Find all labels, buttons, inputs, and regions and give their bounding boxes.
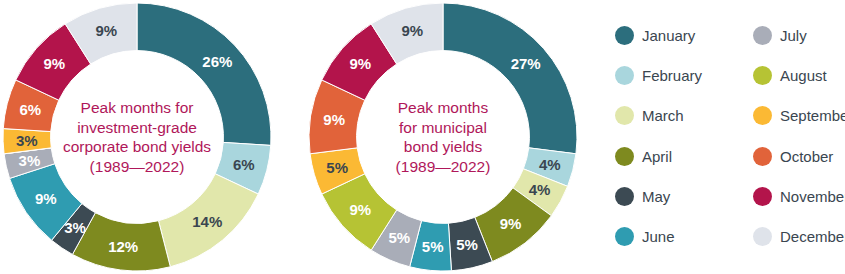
- html-text:May: May: [642, 187, 671, 205]
- svg-text:26%: 26%: [202, 53, 232, 70]
- svg-text:5%: 5%: [456, 236, 478, 253]
- svg-text:3%: 3%: [64, 219, 86, 236]
- svg-text:9%: 9%: [95, 22, 117, 39]
- svg-text:12%: 12%: [108, 238, 138, 255]
- svg-text:9%: 9%: [349, 201, 371, 218]
- svg-text:9%: 9%: [500, 215, 522, 232]
- svg-text:14%: 14%: [192, 213, 222, 230]
- html-text:February: February: [642, 67, 702, 85]
- html-text:April: April: [642, 147, 672, 165]
- html-text:January: January: [642, 27, 696, 44]
- html-text:August: August: [780, 67, 827, 85]
- html-text:June: June: [642, 228, 675, 245]
- svg-text:Peak months forinvestment-grad: Peak months forinvestment-gradecorporate…: [63, 99, 211, 175]
- html-text:March: March: [642, 107, 684, 125]
- html-text:July: July: [780, 27, 807, 44]
- svg-text:3%: 3%: [19, 152, 41, 169]
- svg-text:6%: 6%: [233, 156, 255, 173]
- svg-text:9%: 9%: [401, 22, 423, 39]
- svg-text:9%: 9%: [43, 55, 65, 72]
- svg-text:5%: 5%: [422, 238, 444, 255]
- svg-text:6%: 6%: [19, 101, 41, 118]
- svg-text:5%: 5%: [326, 159, 348, 176]
- svg-text:9%: 9%: [35, 190, 57, 207]
- html-text:October: October: [780, 147, 834, 165]
- svg-text:9%: 9%: [323, 111, 345, 128]
- svg-text:5%: 5%: [388, 229, 410, 246]
- svg-text:4%: 4%: [539, 156, 561, 173]
- svg-text:3%: 3%: [16, 132, 38, 149]
- svg-text:Peak monthsfor municipalbond y: Peak monthsfor municipalbond yields(1989…: [396, 99, 491, 175]
- svg-text:4%: 4%: [529, 181, 551, 198]
- svg-text:27%: 27%: [511, 55, 541, 72]
- svg-text:9%: 9%: [349, 55, 371, 72]
